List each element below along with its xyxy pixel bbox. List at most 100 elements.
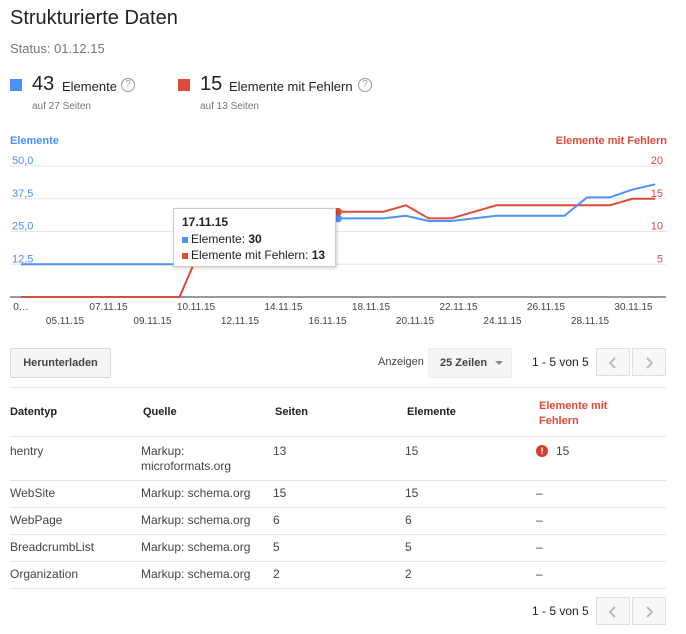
tooltip-items-square	[182, 236, 188, 243]
chevron-left-icon	[609, 357, 616, 369]
cell-pages: 15	[273, 486, 287, 500]
x-tick-label: 05.11.15	[46, 316, 85, 327]
left-tick-label: 37,5	[12, 188, 33, 200]
cell-items: 15	[405, 444, 419, 458]
x-tick-label: 09.11.15	[133, 316, 172, 327]
x-tick-label: 30.11.15	[614, 302, 653, 313]
errors-count: 15	[200, 73, 223, 95]
items-pages: auf 27 Seiten	[32, 101, 91, 112]
pager-text-top: 1 - 5 von 5	[532, 355, 589, 369]
items-color-square	[10, 79, 22, 91]
column-header-errors[interactable]: Elemente mit Fehlern	[539, 399, 607, 429]
items-label: Elemente	[62, 79, 117, 94]
next-page-button[interactable]	[632, 597, 666, 625]
errors-pages: auf 13 Seiten	[200, 101, 259, 112]
column-header-errors-line2: Fehlern	[539, 415, 579, 427]
column-header-source[interactable]: Quelle	[143, 406, 177, 418]
tooltip-row-items: Elemente: 30	[182, 232, 262, 246]
divider	[10, 561, 666, 562]
error-icon: !	[536, 445, 548, 457]
divider	[10, 534, 666, 535]
column-header-type[interactable]: Datentyp	[10, 406, 58, 418]
right-tick-label: 20	[651, 155, 663, 167]
page-title: Strukturierte Daten	[10, 7, 178, 29]
right-tick-label: 10	[651, 221, 663, 233]
x-tick-label: 0…	[13, 302, 29, 313]
cell-type[interactable]: WebPage	[10, 513, 63, 527]
next-page-button[interactable]	[632, 348, 666, 376]
errors-color-square	[178, 79, 190, 91]
hover-point-errors	[334, 207, 342, 216]
tooltip-items-value: 30	[248, 232, 262, 246]
chevron-right-icon	[646, 357, 653, 369]
x-tick-label: 26.11.15	[527, 302, 566, 313]
prev-page-button[interactable]	[596, 597, 630, 625]
help-icon[interactable]: ?	[358, 78, 372, 92]
x-tick-label: 07.11.15	[89, 302, 128, 313]
cell-pages: 13	[273, 444, 287, 458]
cell-pages: 2	[273, 567, 280, 581]
cell-source: Markup: schema.org	[141, 486, 251, 500]
cell-type[interactable]: Organization	[10, 567, 79, 581]
show-label: Anzeigen	[378, 356, 424, 368]
cell-errors: –	[536, 486, 543, 500]
rows-per-page-value: 25 Zeilen	[440, 357, 488, 369]
left-tick-label: 25,0	[12, 221, 33, 233]
hover-point-items	[334, 214, 342, 223]
line-chart[interactable]: 50,0 37,5 25,0 12,5 20 15 10 5 0… 07.11.15 10.11…	[0, 150, 686, 330]
tooltip-errors-label: Elemente mit Fehlern:	[191, 248, 312, 262]
chevron-right-icon	[646, 606, 653, 618]
x-tick-label: 14.11.15	[264, 302, 303, 313]
left-tick-label: 12,5	[12, 253, 33, 265]
x-tick-label: 28.11.15	[571, 316, 610, 327]
series-line-items	[21, 183, 656, 266]
right-axis-title: Elemente mit Fehlern	[555, 135, 667, 147]
chart-tooltip: 17.11.15 Elemente: 30 Elemente mit Fehle…	[173, 208, 336, 267]
cell-errors: –	[536, 540, 543, 554]
left-tick-label: 50,0	[12, 155, 33, 167]
tooltip-errors-value: 13	[311, 248, 326, 262]
right-tick-label: 5	[657, 253, 663, 265]
left-axis-title: Elemente	[10, 135, 59, 147]
rows-per-page-select[interactable]: 25 Zeilen	[428, 348, 512, 378]
cell-items: 15	[405, 486, 419, 500]
download-button[interactable]: Herunterladen	[10, 348, 111, 378]
right-tick-label: 15	[651, 188, 663, 200]
cell-pages: 5	[273, 540, 280, 554]
cell-type[interactable]: BreadcrumbList	[10, 540, 95, 554]
x-tick-label: 16.11.15	[308, 316, 347, 327]
tooltip-items-label: Elemente:	[191, 232, 249, 246]
cell-errors: 15	[556, 444, 570, 458]
column-header-pages[interactable]: Seiten	[275, 406, 309, 418]
cell-source-line2: microformats.org	[141, 459, 232, 473]
x-tick-label: 24.11.15	[483, 316, 522, 327]
cell-pages: 6	[273, 513, 280, 527]
cell-source: Markup: schema.org	[141, 513, 251, 527]
tooltip-errors-square	[182, 252, 188, 259]
x-tick-label: 18.11.15	[352, 302, 391, 313]
cell-items: 2	[405, 567, 412, 581]
cell-source-line1: Markup:	[141, 444, 185, 458]
chevron-left-icon	[609, 606, 616, 618]
chevron-down-icon	[495, 361, 503, 365]
help-icon[interactable]: ?	[121, 78, 135, 92]
divider	[10, 480, 666, 481]
column-header-items[interactable]: Elemente	[407, 406, 456, 418]
x-tick-label: 20.11.15	[396, 316, 435, 327]
x-tick-label: 10.11.15	[177, 302, 216, 313]
cell-type[interactable]: WebSite	[10, 486, 56, 500]
cell-errors: –	[536, 567, 543, 581]
pager-text-bottom: 1 - 5 von 5	[532, 604, 589, 618]
divider	[10, 436, 666, 437]
cell-errors: –	[536, 513, 543, 527]
divider	[10, 387, 666, 388]
divider	[10, 507, 666, 508]
cell-source: Markup: schema.org	[141, 567, 251, 581]
cell-type[interactable]: hentry	[10, 444, 44, 458]
errors-label: Elemente mit Fehlern	[229, 79, 353, 94]
prev-page-button[interactable]	[596, 348, 630, 376]
x-tick-label: 12.11.15	[221, 316, 260, 327]
column-header-errors-line1: Elemente mit	[539, 400, 608, 412]
cell-items: 6	[405, 513, 412, 527]
cell-source: Markup: schema.org	[141, 540, 251, 554]
